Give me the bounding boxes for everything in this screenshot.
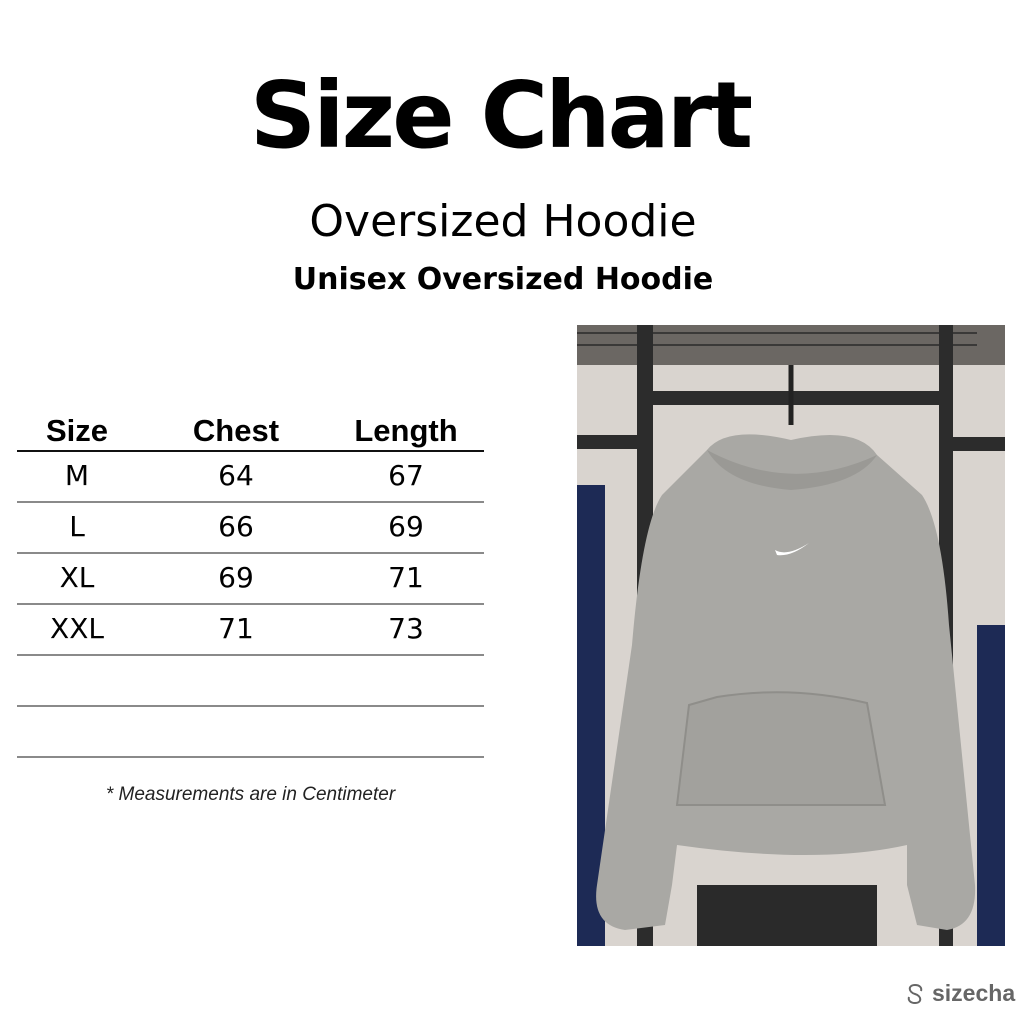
table-row: XXL 71 73 [17, 605, 484, 656]
brand-logo: sizecha [904, 980, 1015, 1007]
table-row [17, 656, 484, 707]
table-row: M 64 67 [17, 452, 484, 503]
product-name: Oversized Hoodie [309, 196, 697, 247]
size-cell: L [69, 510, 85, 543]
hoodie-shape [596, 434, 976, 930]
measurement-note: * Measurements are in Centimeter [105, 784, 396, 805]
column-header: Chest [192, 413, 280, 448]
size-cell: XXL [50, 612, 104, 645]
sizechart-logo-icon [907, 983, 923, 1004]
length-cell: 71 [388, 561, 424, 594]
chest-cell: 66 [218, 510, 254, 543]
chest-cell: 69 [218, 561, 254, 594]
product-photo [577, 325, 1005, 946]
size-cell: XL [59, 561, 95, 594]
product-subtitle: Unisex Oversized Hoodie [292, 262, 714, 297]
length-cell: 69 [388, 510, 424, 543]
column-header: Length [354, 413, 458, 448]
brand-logo-text: sizecha [932, 980, 1016, 1006]
page-title: Size Chart [249, 62, 753, 169]
size-table: Size Chest Length M 64 67 L 66 69 XL 69 71 XXL 71 7… [17, 410, 484, 758]
table-header: Size Chest Length [17, 410, 484, 452]
table-row: L 66 69 [17, 503, 484, 554]
column-header: Size [45, 413, 109, 448]
size-cell: M [64, 459, 90, 492]
length-cell: 67 [388, 459, 424, 492]
chest-cell: 64 [218, 459, 254, 492]
table-row [17, 707, 484, 758]
table-row: XL 69 71 [17, 554, 484, 605]
length-cell: 73 [388, 612, 424, 645]
chest-cell: 71 [218, 612, 254, 645]
